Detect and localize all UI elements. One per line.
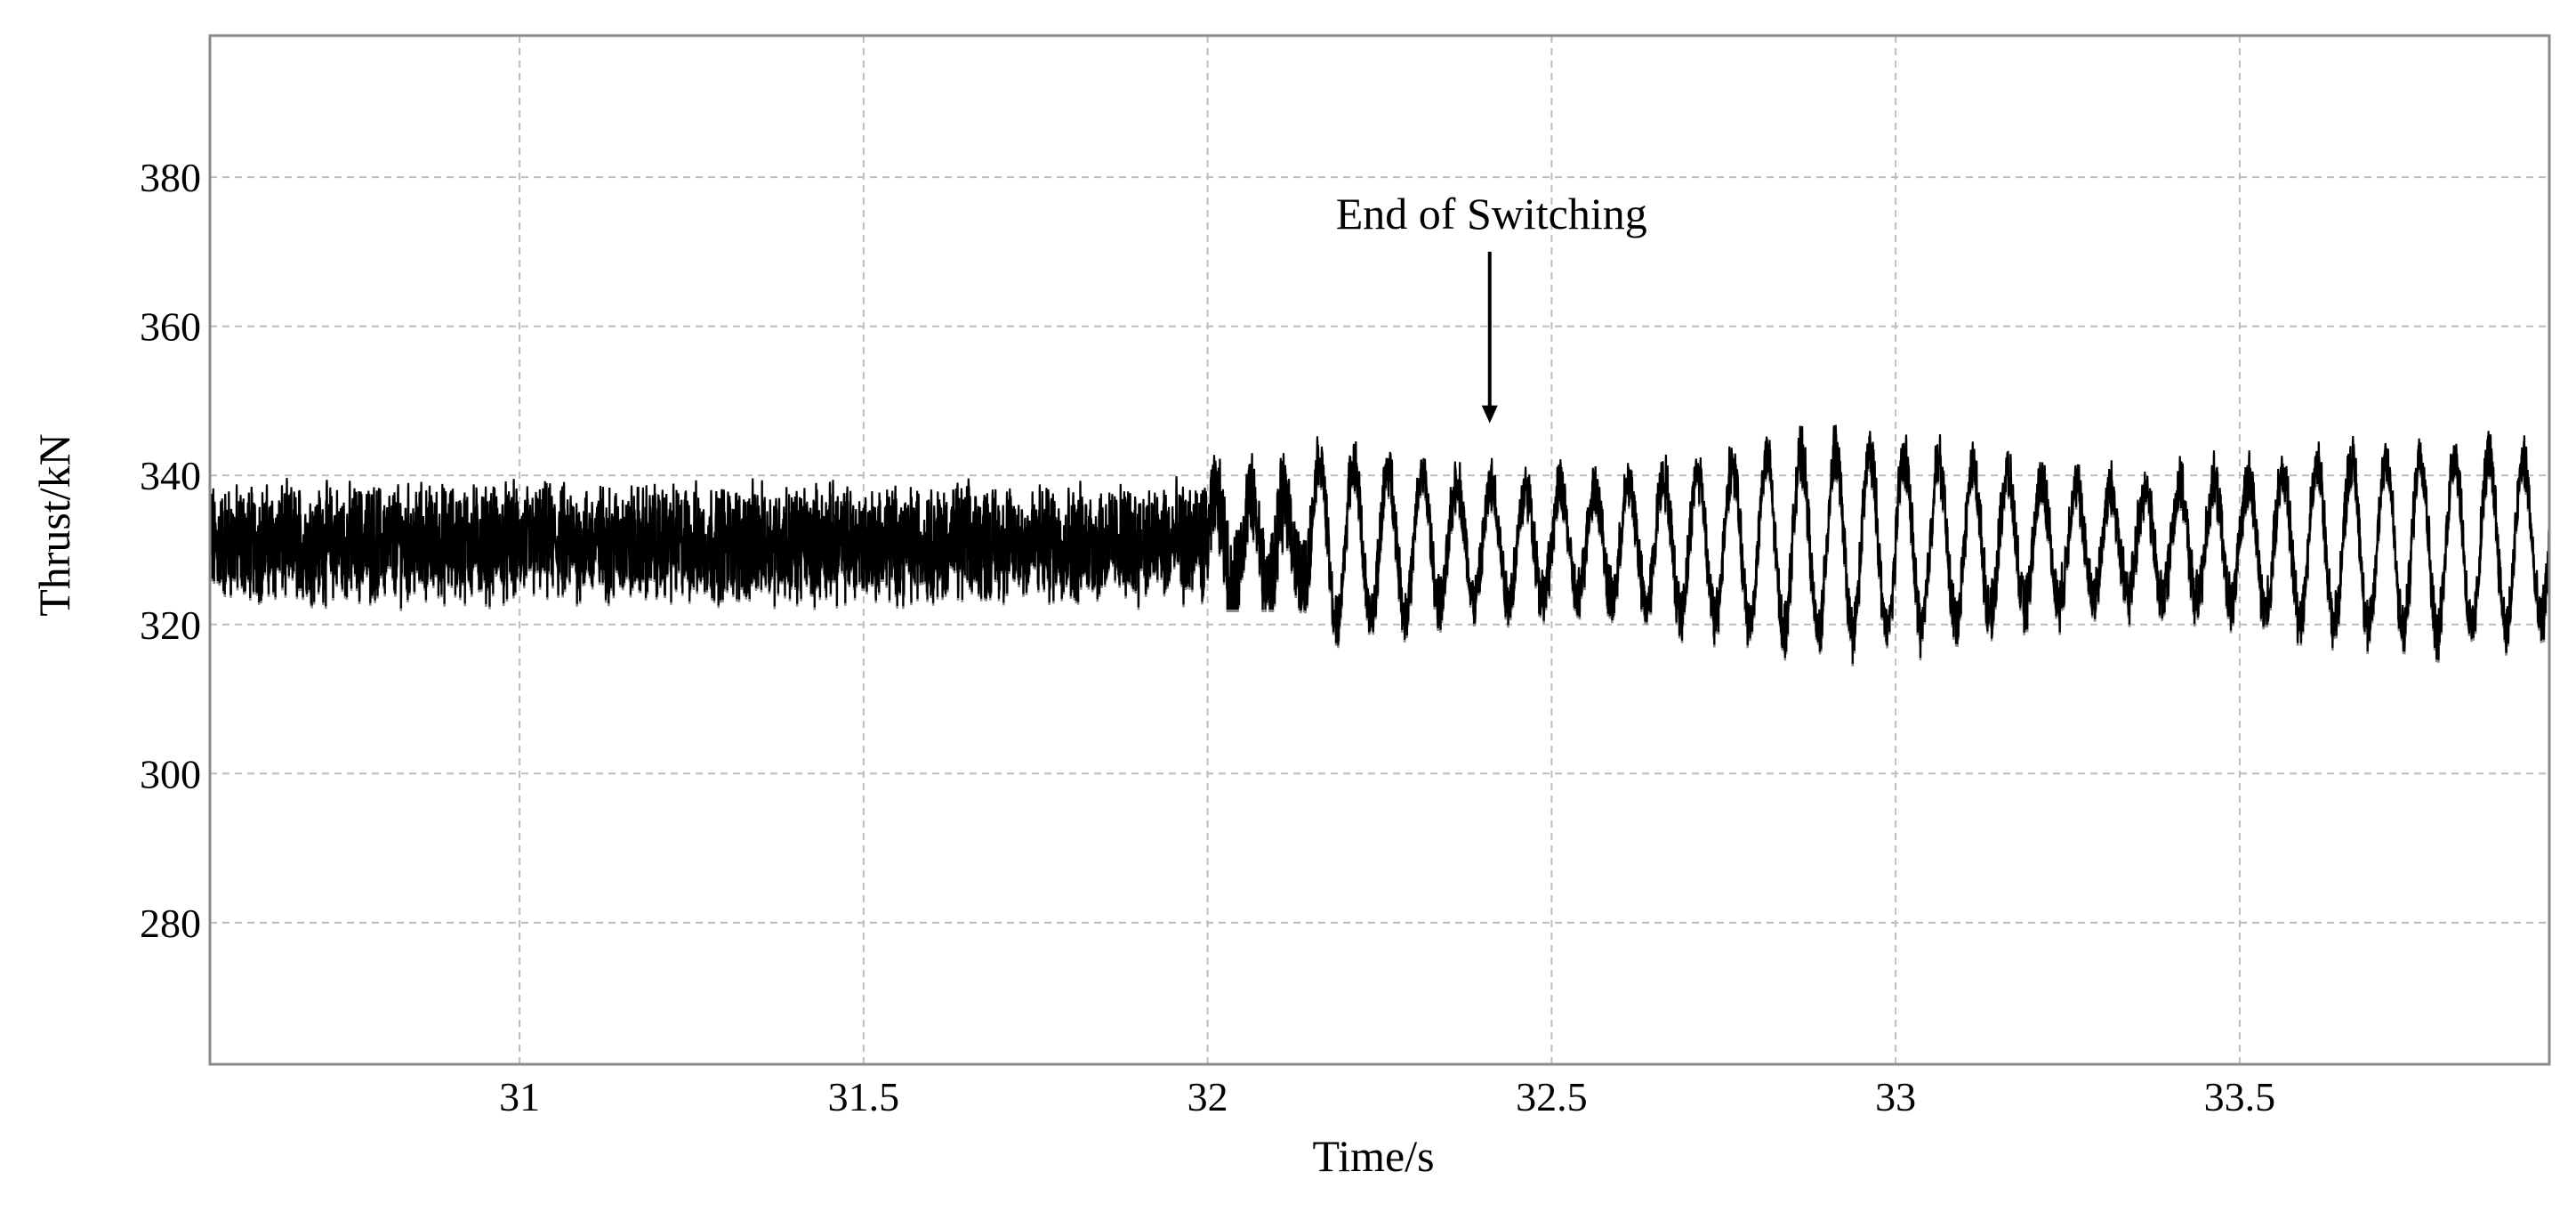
series-line: [208, 424, 2551, 664]
annotation-label: End of Switching: [1336, 189, 1647, 238]
x-tick-labels: 31 31.5 32 32.5 33 33.5: [499, 1074, 2275, 1119]
plot-frame: [208, 34, 2551, 1066]
y-tick-label: 300: [140, 751, 201, 796]
x-tick-label: 33: [1875, 1074, 1916, 1119]
y-tick-labels: 280 300 320 340 360 380: [140, 155, 201, 946]
thrust-series: [208, 424, 2551, 667]
y-axis-label: Thrust/kN: [29, 433, 79, 617]
x-tick-label: 31.5: [828, 1074, 900, 1119]
y-tick-label: 340: [140, 453, 201, 498]
annotation-arrowhead: [1481, 405, 1498, 424]
x-tick-label: 33.5: [2204, 1074, 2276, 1119]
x-tick-label: 32: [1187, 1074, 1228, 1119]
x-axis-label: Time/s: [1312, 1131, 1434, 1181]
x-tick-label: 32.5: [1516, 1074, 1588, 1119]
x-tick-label: 31: [499, 1074, 540, 1119]
y-tick-label: 280: [140, 901, 201, 946]
y-tick-label: 320: [140, 602, 201, 648]
y-tick-label: 360: [140, 304, 201, 350]
y-tick-label: 380: [140, 155, 201, 200]
